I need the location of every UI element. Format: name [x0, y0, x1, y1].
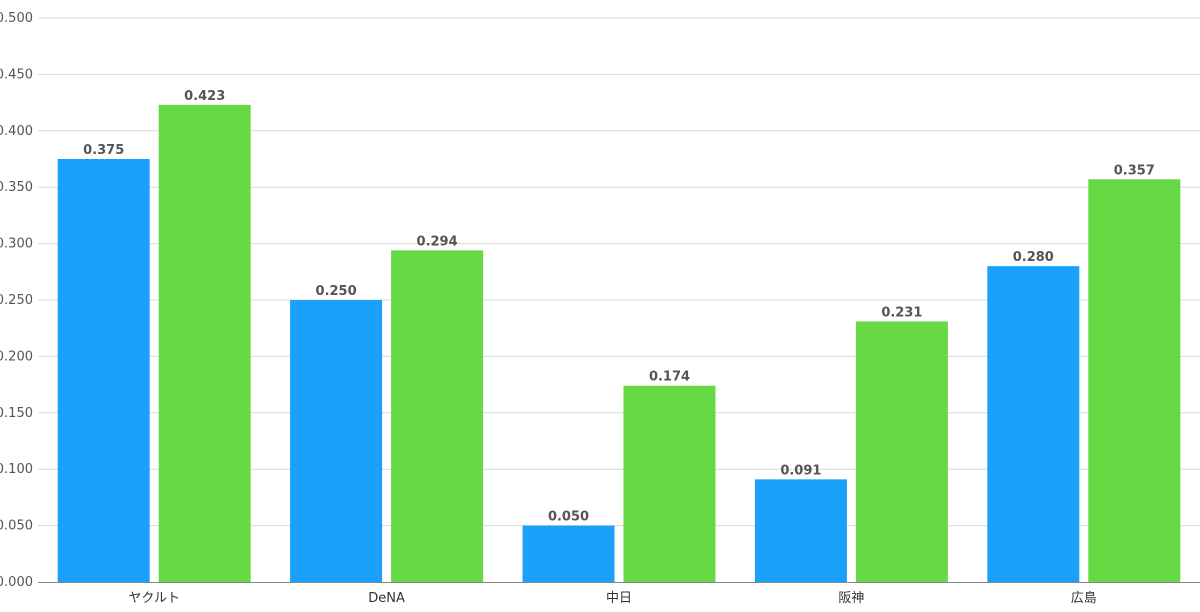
y-tick-label: 0.050 [0, 519, 33, 534]
data-label: 0.294 [417, 234, 458, 249]
y-tick-label: 0.300 [0, 237, 33, 252]
x-axis-categories: ヤクルト DeNA 中日 阪神 広島 [128, 591, 1096, 606]
data-label: 0.375 [83, 143, 124, 158]
data-label: 0.231 [881, 305, 922, 320]
data-label: 0.280 [1013, 250, 1054, 265]
y-tick-label: 0.400 [0, 124, 33, 139]
bar-green-4 [1088, 179, 1181, 582]
bar-blue-1 [290, 300, 383, 582]
data-label: 0.423 [184, 89, 225, 104]
y-tick-label: 0.200 [0, 349, 33, 364]
bar-blue-0 [57, 159, 150, 582]
data-label: 0.174 [649, 370, 690, 385]
data-label: 0.050 [548, 510, 589, 525]
bar-green-0 [158, 104, 251, 582]
x-category-label: ヤクルト [128, 591, 180, 606]
x-category-label: 広島 [1071, 591, 1097, 606]
y-tick-label: 0.150 [0, 406, 33, 421]
data-label: 0.250 [316, 284, 357, 299]
bars [57, 104, 1181, 583]
bar-green-1 [391, 250, 484, 583]
y-tick-label: 0.450 [0, 67, 33, 82]
data-labels: 0.375 0.423 0.250 0.294 0.050 0.174 0.091 0.231… [83, 89, 1155, 525]
y-tick-label: 0.000 [0, 575, 33, 590]
y-tick-label: 0.100 [0, 462, 33, 477]
x-category-label: 阪神 [838, 591, 864, 606]
y-tick-label: 0.250 [0, 293, 33, 308]
bar-blue-4 [987, 266, 1080, 582]
x-category-label: DeNA [368, 591, 405, 606]
bar-green-3 [855, 321, 948, 582]
bar-blue-2 [522, 525, 615, 582]
y-tick-label: 0.500 [0, 11, 33, 26]
bar-green-2 [623, 385, 716, 582]
y-tick-label: 0.350 [0, 180, 33, 195]
data-label: 0.357 [1114, 163, 1155, 178]
x-category-label: 中日 [606, 591, 632, 606]
bar-blue-3 [754, 479, 847, 582]
y-axis-ticks: 0.000 0.050 0.100 0.150 0.200 0.250 0.300 0.350… [0, 11, 33, 590]
data-label: 0.091 [780, 463, 821, 478]
